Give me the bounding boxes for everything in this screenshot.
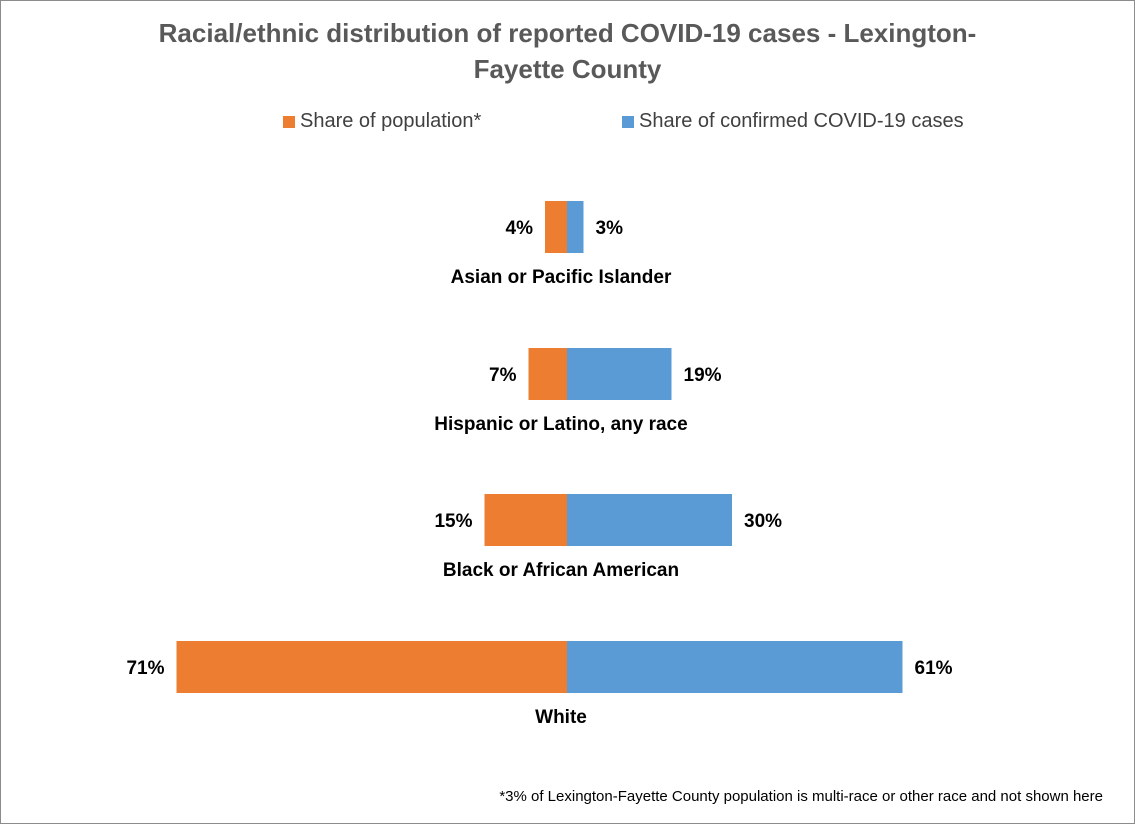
category-label-hispanic-or-latino-any-race: Hispanic or Latino, any race	[434, 414, 687, 435]
data-label-cases-hispanic-or-latino-any-race: 19%	[684, 365, 722, 386]
bar-population-hispanic-or-latino-any-race	[528, 348, 567, 400]
legend-swatch-population	[283, 115, 295, 128]
bar-cases-hispanic-or-latino-any-race	[567, 348, 672, 400]
legend-label-cases: Share of confirmed COVID-19 cases	[639, 110, 964, 132]
data-label-population-asian-or-pacific-islander: 4%	[506, 218, 534, 239]
data-label-population-black-or-african-american: 15%	[434, 511, 472, 532]
category-label-black-or-african-american: Black or African American	[443, 560, 679, 581]
legend-item-population: Share of population*	[283, 110, 481, 133]
bar-population-black-or-african-american	[484, 494, 567, 546]
chart-title-line-1: Racial/ethnic distribution of reported C…	[158, 18, 977, 48]
category-label-white: White	[535, 707, 587, 728]
legend-item-cases: Share of confirmed COVID-19 cases	[622, 110, 964, 133]
bar-cases-white	[567, 641, 903, 693]
bar-cases-asian-or-pacific-islander	[567, 201, 584, 253]
data-label-cases-black-or-african-american: 30%	[744, 511, 782, 532]
data-label-cases-asian-or-pacific-islander: 3%	[596, 218, 624, 239]
chart-title-line-2: Fayette County	[473, 54, 662, 84]
category-label-asian-or-pacific-islander: Asian or Pacific Islander	[451, 267, 672, 288]
data-label-population-white: 71%	[126, 658, 164, 679]
footnote: *3% of Lexington-Fayette County populati…	[499, 788, 1103, 805]
legend-swatch-cases	[622, 115, 634, 128]
bar-population-asian-or-pacific-islander	[545, 201, 567, 253]
data-label-population-hispanic-or-latino-any-race: 7%	[489, 365, 517, 386]
bar-population-white	[176, 641, 567, 693]
bar-cases-black-or-african-american	[567, 494, 732, 546]
legend-label-population: Share of population*	[300, 110, 482, 132]
data-label-cases-white: 61%	[915, 658, 953, 679]
